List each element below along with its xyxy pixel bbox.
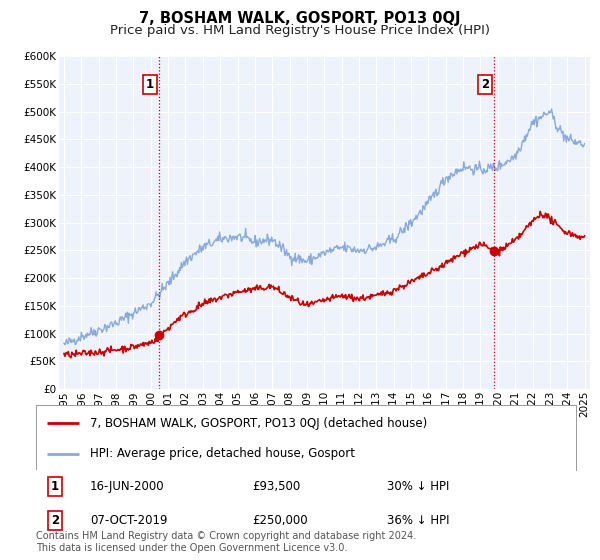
Text: 16-JUN-2000: 16-JUN-2000 [90,480,164,493]
Text: 7, BOSHAM WALK, GOSPORT, PO13 0QJ (detached house): 7, BOSHAM WALK, GOSPORT, PO13 0QJ (detac… [90,417,427,430]
Text: 2: 2 [51,514,59,527]
Text: 07-OCT-2019: 07-OCT-2019 [90,514,167,527]
Text: £93,500: £93,500 [252,480,300,493]
Text: 1: 1 [51,480,59,493]
Text: HPI: Average price, detached house, Gosport: HPI: Average price, detached house, Gosp… [90,447,355,460]
Text: 1: 1 [146,78,154,91]
Text: 36% ↓ HPI: 36% ↓ HPI [387,514,449,527]
Text: £250,000: £250,000 [252,514,308,527]
Text: Contains HM Land Registry data © Crown copyright and database right 2024.
This d: Contains HM Land Registry data © Crown c… [36,531,416,553]
Text: 7, BOSHAM WALK, GOSPORT, PO13 0QJ: 7, BOSHAM WALK, GOSPORT, PO13 0QJ [139,11,461,26]
Text: Price paid vs. HM Land Registry's House Price Index (HPI): Price paid vs. HM Land Registry's House … [110,24,490,36]
Text: 30% ↓ HPI: 30% ↓ HPI [387,480,449,493]
Text: 2: 2 [481,78,489,91]
